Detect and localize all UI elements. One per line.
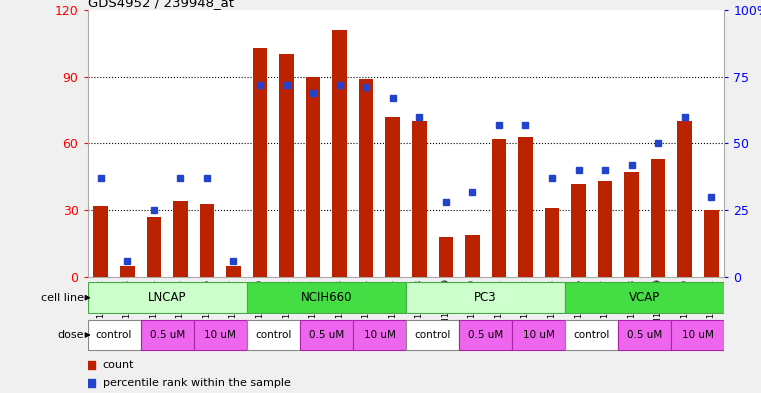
Bar [406, 320, 459, 351]
Bar [406, 282, 565, 313]
Bar [465, 235, 479, 277]
Text: cell line: cell line [40, 293, 84, 303]
Bar [333, 30, 347, 277]
Bar [147, 217, 161, 277]
Bar [253, 48, 267, 277]
Bar [412, 121, 427, 277]
Bar [88, 277, 724, 393]
Bar [671, 320, 724, 351]
Text: 0.5 uM: 0.5 uM [309, 330, 344, 340]
Text: dose: dose [57, 330, 84, 340]
Bar [572, 184, 586, 277]
Bar [651, 159, 665, 277]
Bar [88, 282, 247, 313]
Text: LNCAP: LNCAP [148, 291, 186, 304]
Text: count: count [103, 360, 134, 370]
Bar [226, 266, 240, 277]
Bar [518, 137, 533, 277]
Text: PC3: PC3 [474, 291, 497, 304]
Text: control: control [255, 330, 291, 340]
Text: control: control [414, 330, 451, 340]
Text: control: control [574, 330, 610, 340]
Bar [199, 204, 215, 277]
Bar [677, 121, 692, 277]
Text: GDS4952 / 239948_at: GDS4952 / 239948_at [88, 0, 234, 9]
Text: control: control [96, 330, 132, 340]
Text: percentile rank within the sample: percentile rank within the sample [103, 378, 291, 388]
Bar [597, 181, 613, 277]
Text: 10 uM: 10 uM [523, 330, 555, 340]
Bar [173, 201, 188, 277]
Bar [492, 139, 506, 277]
Text: 10 uM: 10 uM [364, 330, 396, 340]
Bar [353, 320, 406, 351]
Bar [624, 173, 639, 277]
Bar [545, 208, 559, 277]
Text: 0.5 uM: 0.5 uM [627, 330, 663, 340]
Bar [88, 320, 141, 351]
Bar [120, 266, 135, 277]
Bar [141, 320, 193, 351]
Bar [512, 320, 565, 351]
Bar [385, 117, 400, 277]
Bar [565, 282, 724, 313]
Bar [247, 282, 406, 313]
Text: VCAP: VCAP [629, 291, 661, 304]
Bar [438, 237, 453, 277]
Bar [193, 320, 247, 351]
Text: 0.5 uM: 0.5 uM [468, 330, 503, 340]
Text: NCIH660: NCIH660 [301, 291, 352, 304]
Bar [359, 79, 374, 277]
Bar [247, 320, 300, 351]
Text: 10 uM: 10 uM [204, 330, 236, 340]
Bar [618, 320, 671, 351]
Bar [279, 54, 294, 277]
Text: 10 uM: 10 uM [682, 330, 714, 340]
Bar [565, 320, 618, 351]
Bar [459, 320, 512, 351]
Bar [94, 206, 108, 277]
Bar [300, 320, 353, 351]
Text: 0.5 uM: 0.5 uM [149, 330, 185, 340]
Bar [704, 210, 718, 277]
Bar [306, 77, 320, 277]
